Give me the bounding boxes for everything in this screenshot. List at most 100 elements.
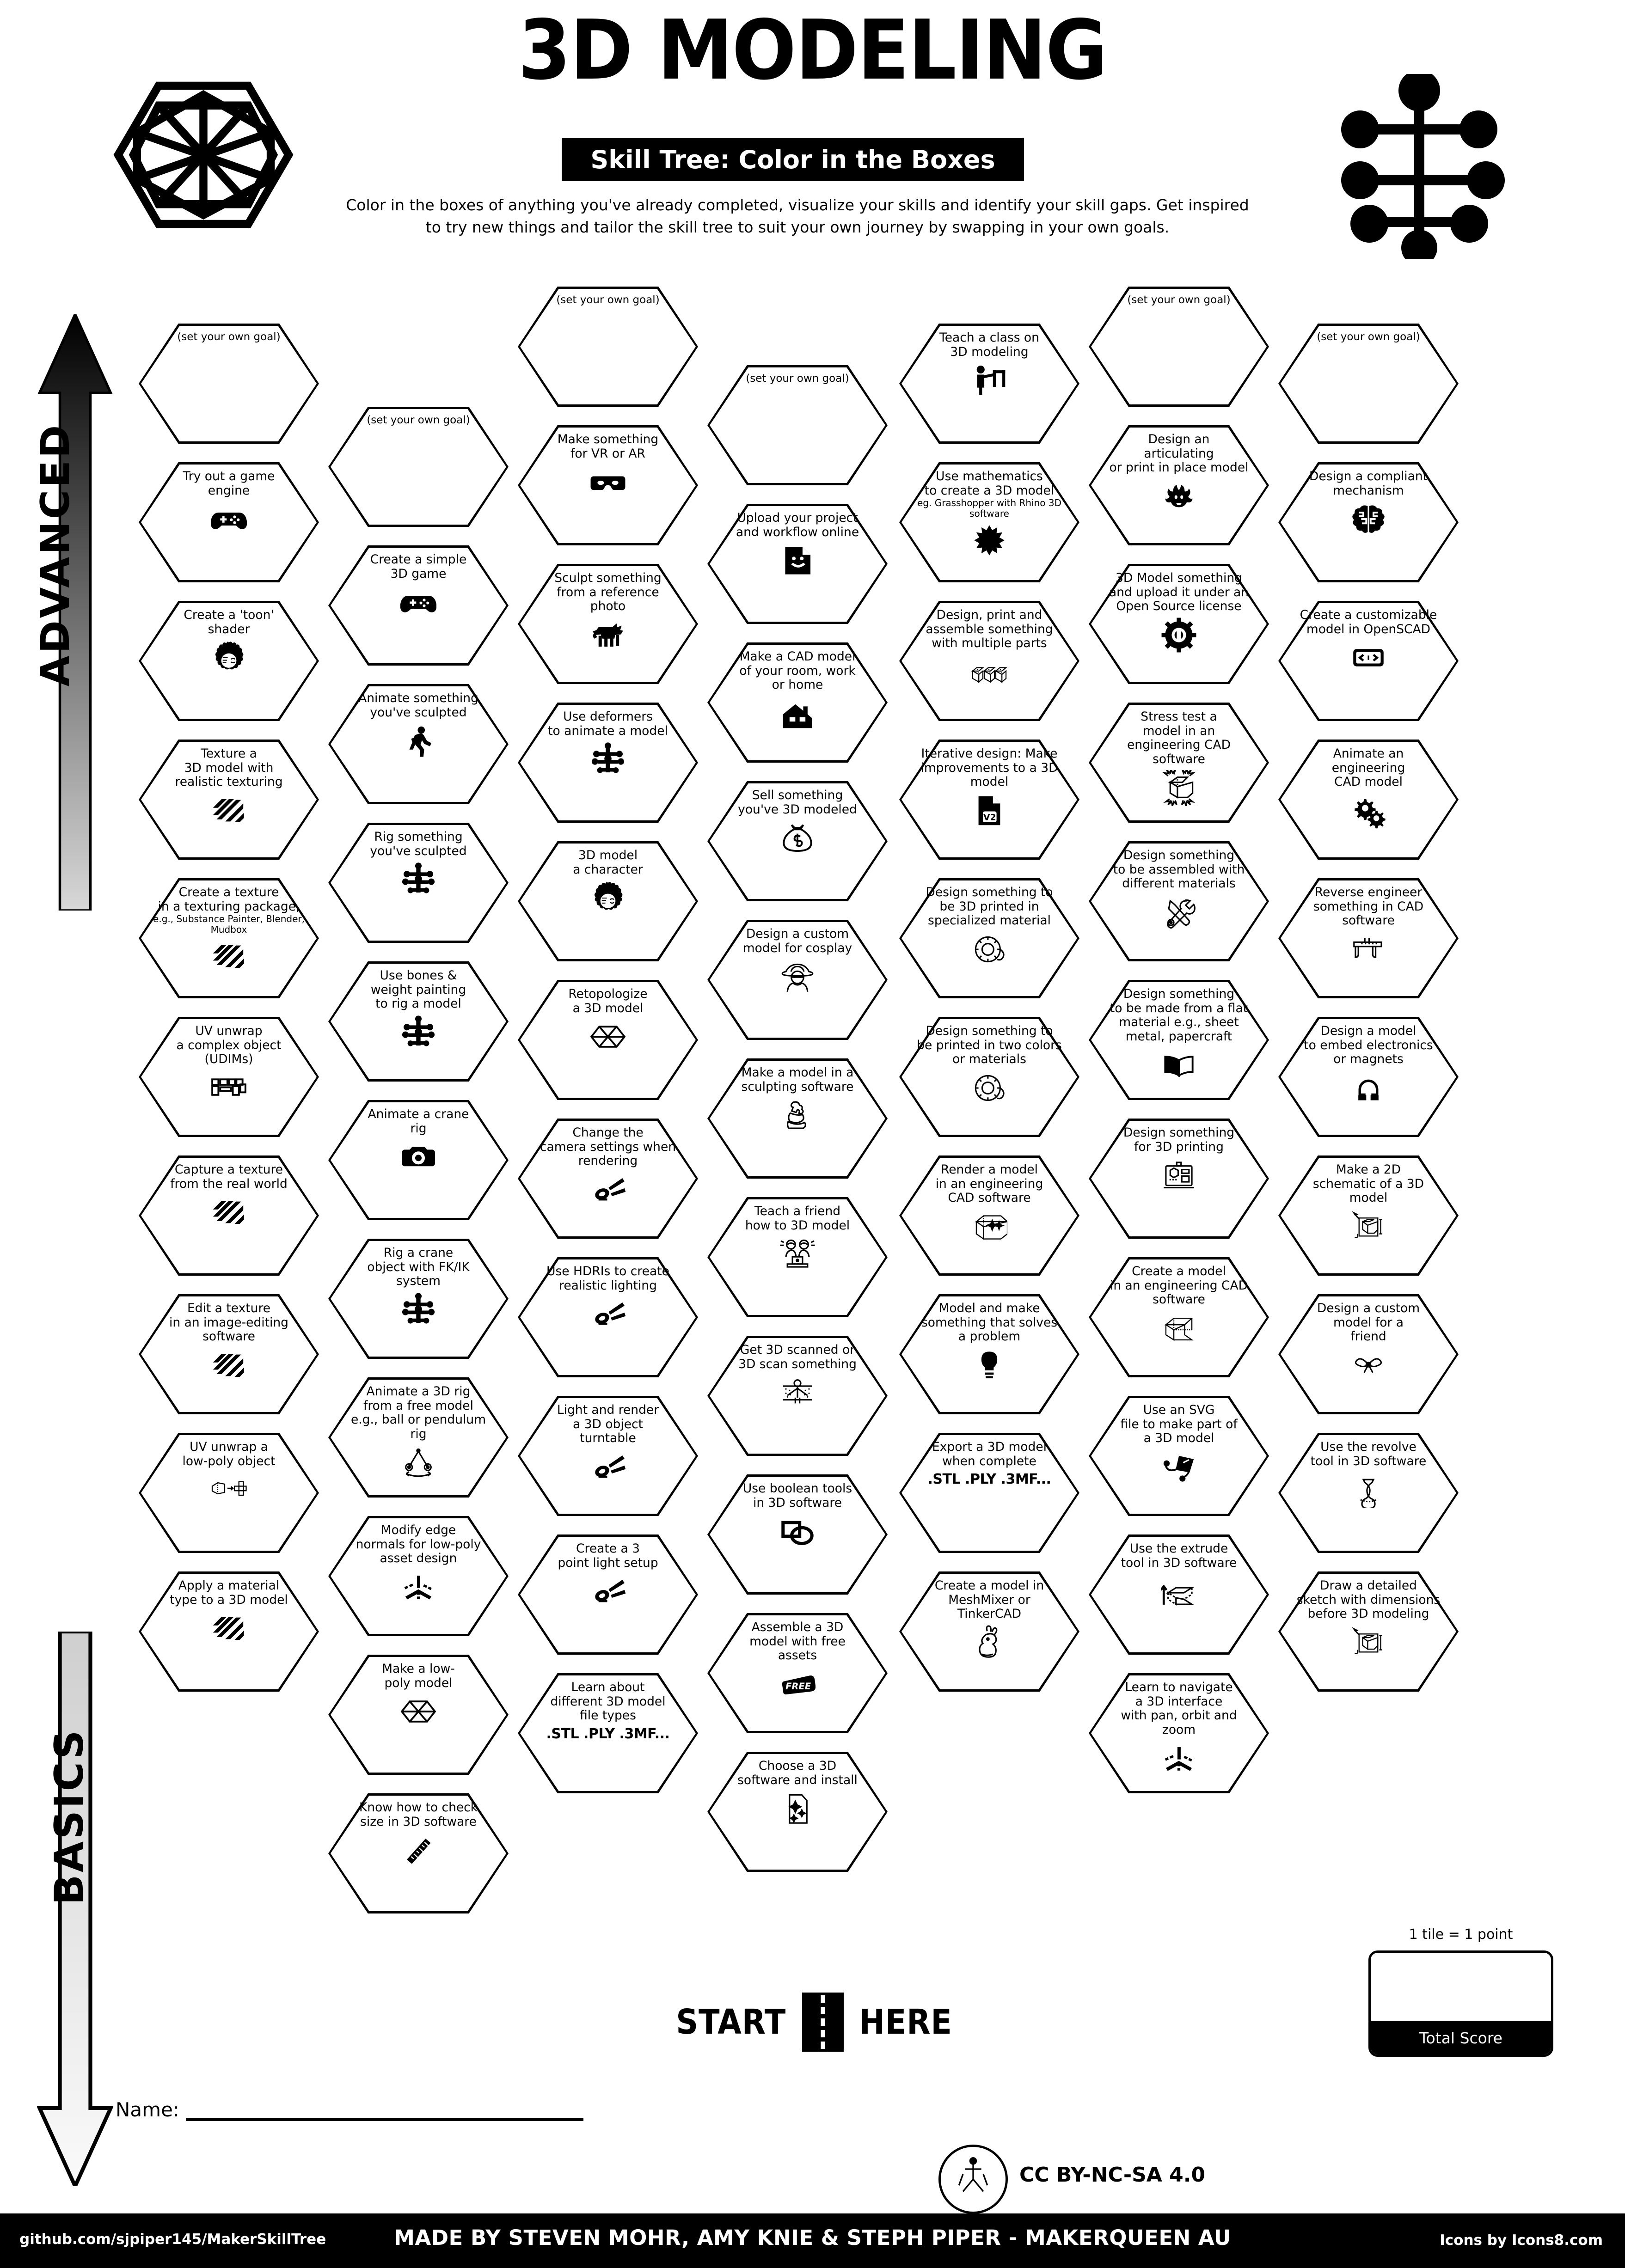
skill-tile[interactable]: Use deformers to animate a model <box>518 703 698 823</box>
vector-pen-icon <box>1161 1449 1197 1485</box>
skill-tile[interactable]: (set your own goal) <box>518 287 698 407</box>
skill-tile[interactable]: (set your own goal) <box>707 365 888 485</box>
skill-tile-label: Capture a texture from the real world <box>170 1162 288 1191</box>
skill-tile[interactable]: Apply a material type to a 3D model <box>139 1571 319 1692</box>
skill-tile[interactable]: Teach a class on 3D modeling <box>899 324 1079 444</box>
skill-tile-label: Design, print and assemble something with … <box>926 608 1053 651</box>
skill-tile[interactable]: Design a model to embed electronics or mag… <box>1278 1017 1459 1137</box>
skill-tile[interactable]: (set your own goal) <box>139 324 319 444</box>
hex-content: Use mathematics to create a 3D model eg. G… <box>899 462 1079 582</box>
name-write-line[interactable] <box>186 2115 584 2121</box>
skill-tile[interactable]: Design a custom model for cosplay <box>707 920 888 1040</box>
skill-tile[interactable]: Render a model in an engineering CAD softw… <box>899 1155 1079 1276</box>
skill-tile[interactable]: 3D model a character <box>518 841 698 961</box>
skill-tile[interactable]: Try out a game engine <box>139 462 319 582</box>
skill-tile[interactable]: Design a compliant mechanism <box>1278 462 1459 582</box>
skill-tile[interactable]: Iterative design: Make improvements to a … <box>899 740 1079 860</box>
skill-tile[interactable]: Reverse engineer something in CAD software <box>1278 878 1459 998</box>
skill-tile-label: (set your own goal) <box>556 294 660 306</box>
hex-fill <box>901 880 1077 996</box>
skill-tile[interactable]: Design something for 3D printing <box>1089 1119 1269 1239</box>
skill-tile[interactable]: Use bones & weight painting to rig a model <box>328 961 509 1082</box>
skill-tile[interactable]: Make a CAD model of your room, work or hom… <box>707 642 888 763</box>
skill-tile[interactable]: Light and render a 3D object turntable <box>518 1396 698 1516</box>
skill-tile[interactable]: Use the revolve tool in 3D software <box>1278 1433 1459 1553</box>
skill-tile[interactable]: (set your own goal) <box>1278 324 1459 444</box>
skill-tile[interactable]: Use HDRIs to create realistic lighting <box>518 1257 698 1377</box>
skill-tile-label: (set your own goal) <box>367 414 470 426</box>
skill-tile[interactable]: Design, print and assemble something with … <box>899 601 1079 721</box>
skill-tile[interactable]: Animate a 3D rig from a free model e.g., b… <box>328 1377 509 1498</box>
skill-tile[interactable]: Create a 3 point light setup <box>518 1534 698 1655</box>
skill-tile[interactable]: Make a model in a sculpting software <box>707 1058 888 1179</box>
skill-tile[interactable]: Sell something you've 3D modeled <box>707 781 888 901</box>
skill-tile[interactable]: Design something to be printed in two col… <box>899 1017 1079 1137</box>
name-field[interactable]: Name: <box>116 2098 584 2121</box>
skill-tile[interactable]: Use boolean tools in 3D software <box>707 1474 888 1595</box>
score-entry-box[interactable]: Total Score <box>1368 1950 1553 2057</box>
skill-tile[interactable]: Change the camera settings when rendering <box>518 1119 698 1239</box>
skill-tile[interactable]: Texture a 3D model with realistic texturin… <box>139 740 319 860</box>
hex-content: Apply a material type to a 3D model <box>139 1571 319 1692</box>
skill-tile[interactable]: Use mathematics to create a 3D model eg. G… <box>899 462 1079 582</box>
skill-tile[interactable]: UV unwrap a complex object (UDIMs) <box>139 1017 319 1137</box>
skill-tile[interactable]: Create a texture in a texturing package, e… <box>139 878 319 998</box>
skill-tile[interactable]: UV unwrap a low-poly object <box>139 1433 319 1553</box>
footer-repo-link[interactable]: github.com/sjpiper145/MakerSkillTree <box>19 2231 326 2248</box>
skill-tile[interactable]: Choose a 3D software and install <box>707 1752 888 1872</box>
skill-tile[interactable]: Capture a texture from the real world <box>139 1155 319 1276</box>
skill-tile[interactable]: Edit a texture in an image-editing softwar… <box>139 1294 319 1414</box>
skill-tile[interactable]: (set your own goal) <box>328 407 509 527</box>
skill-tile[interactable]: Teach a friend how to 3D model <box>707 1197 888 1317</box>
skill-tile[interactable]: Stress test a model in an engineering CAD … <box>1089 703 1269 823</box>
skill-tile-label: Create a model in an engineering CAD softw… <box>1110 1264 1248 1307</box>
skill-tile[interactable]: Use the extrude tool in 3D software <box>1089 1534 1269 1655</box>
skill-tile[interactable]: 3D Model something and upload it under an… <box>1089 564 1269 684</box>
skill-tile[interactable]: Design an articulating or print in place m… <box>1089 425 1269 545</box>
skill-tile[interactable]: Create a 'toon' shader <box>139 601 319 721</box>
skill-tile[interactable]: Know how to check size in 3D software <box>328 1793 509 1913</box>
skill-tile[interactable]: (set your own goal) <box>1089 287 1269 407</box>
hex-content: Design a model to embed electronics or mag… <box>1278 1017 1459 1137</box>
skill-tile[interactable]: Draw a detailed sketch with dimensions bef… <box>1278 1571 1459 1692</box>
skill-tile[interactable]: Modify edge normals for low-poly asset des… <box>328 1516 509 1636</box>
hexagon-wireframe-icon <box>113 81 294 228</box>
skill-tile[interactable]: Create a model in MeshMixer or TinkerCAD <box>899 1571 1079 1692</box>
skill-tile[interactable]: Learn to navigate a 3D interface with pan,… <box>1089 1673 1269 1793</box>
version2-file-icon: V2 <box>971 793 1007 829</box>
skill-tile[interactable]: Design something to be made from a flat ma… <box>1089 980 1269 1100</box>
skill-tile[interactable]: Use an SVG file to make part of a 3D model <box>1089 1396 1269 1516</box>
skill-tile[interactable]: Make a low-poly model <box>328 1655 509 1775</box>
skill-tile-label: Use mathematics to create a 3D model <box>924 469 1055 498</box>
skill-tile[interactable]: Learn about different 3D model file types.… <box>518 1673 698 1793</box>
skill-tile[interactable]: Animate a crane rig <box>328 1100 509 1220</box>
skill-tile-label: Make a model in a sculpting software <box>741 1065 854 1094</box>
skill-tile[interactable]: Create a customizable model in OpenSCAD <box>1278 601 1459 721</box>
hex-content: Create a model in MeshMixer or TinkerCAD <box>899 1571 1079 1692</box>
skill-tile[interactable]: Rig a crane object with FK/IK system <box>328 1239 509 1359</box>
hex-fill <box>901 465 1077 580</box>
skill-tile[interactable]: Animate an engineering CAD model <box>1278 740 1459 860</box>
skill-tile[interactable]: Export a 3D model when complete .STL .PLY … <box>899 1433 1079 1553</box>
skill-tile[interactable]: Create a simple 3D game <box>328 545 509 666</box>
skill-tile[interactable]: Design something to be assembled with diff… <box>1089 841 1269 961</box>
footer-credits: MADE BY STEVEN MOHR, AMY KNIE & STEPH PI… <box>394 2225 1231 2250</box>
hex-fill <box>520 1675 696 1791</box>
hex-fill <box>1091 1121 1267 1236</box>
boolean-icon <box>779 1513 816 1549</box>
skill-tile[interactable]: Sculpt something from a reference photo <box>518 564 698 684</box>
skill-tile[interactable]: Assemble a 3D model with free assets FREE <box>707 1613 888 1733</box>
skill-tile[interactable]: Create a model in an engineering CAD softw… <box>1089 1257 1269 1377</box>
skill-tile[interactable]: Model and make something that solves a pro… <box>899 1294 1079 1414</box>
total-score-widget[interactable]: 1 tile = 1 point Total Score <box>1368 1926 1553 2066</box>
skill-tile[interactable]: Upload your project and workflow online <box>707 504 888 624</box>
skill-tile[interactable]: Design something to be 3D printed in speci… <box>899 878 1079 998</box>
skill-tile[interactable]: Animate something you've sculpted <box>328 684 509 804</box>
skill-tile[interactable]: Get 3D scanned or 3D scan something <box>707 1336 888 1456</box>
skill-tile[interactable]: Make something for VR or AR <box>518 425 698 545</box>
skill-tile[interactable]: Retopologize a 3D model <box>518 980 698 1100</box>
skill-tile[interactable]: Rig something you've sculpted <box>328 823 509 943</box>
schematic-icon <box>1350 1209 1386 1245</box>
skill-tile[interactable]: Design a custom model for a friend <box>1278 1294 1459 1414</box>
skill-tile[interactable]: Make a 2D schematic of a 3D model <box>1278 1155 1459 1276</box>
